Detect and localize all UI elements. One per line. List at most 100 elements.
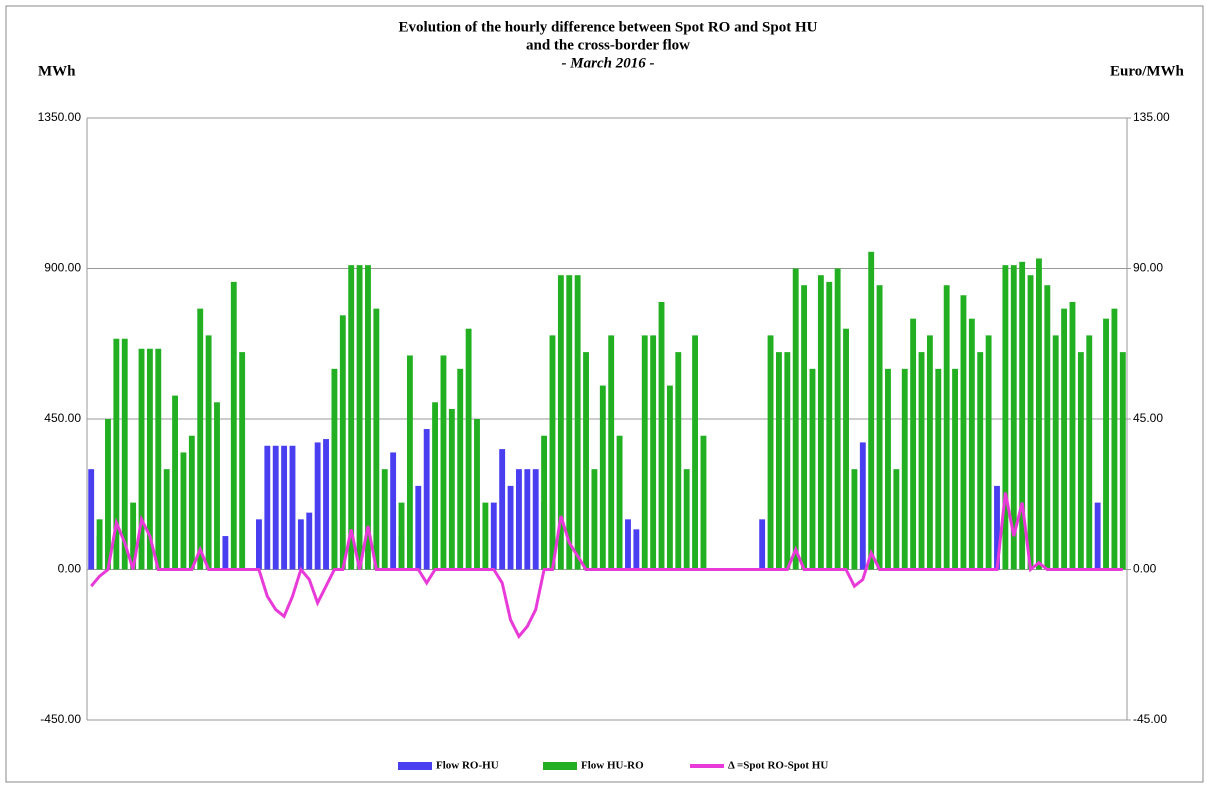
bar: [767, 335, 774, 570]
bar: [381, 469, 388, 570]
bar: [683, 469, 690, 570]
bar: [423, 429, 430, 570]
bar: [893, 469, 900, 570]
bar: [1094, 502, 1101, 570]
bar: [222, 536, 229, 570]
bar: [658, 301, 665, 570]
y-tick-label: 0.00: [58, 562, 82, 576]
bar: [625, 519, 631, 570]
y2-tick-label: 90.00: [1133, 261, 1163, 275]
bar: [834, 268, 841, 570]
bar: [566, 275, 573, 570]
bar: [96, 519, 103, 570]
bar: [1044, 285, 1051, 570]
bar: [776, 352, 782, 570]
bar: [843, 328, 849, 570]
bar: [155, 348, 162, 570]
bar: [608, 335, 615, 570]
bar: [817, 275, 824, 570]
bar: [926, 335, 933, 570]
y2-tick-label: 135.00: [1133, 110, 1170, 124]
bar: [373, 308, 380, 570]
bar: [356, 265, 363, 570]
bar: [1086, 335, 1093, 570]
bar: [826, 281, 833, 570]
bar: [1036, 258, 1042, 570]
bar: [1077, 352, 1084, 570]
bar: [1052, 335, 1059, 570]
bar: [390, 452, 397, 570]
bar: [230, 281, 237, 570]
bar: [910, 318, 917, 570]
bar: [180, 452, 187, 570]
bar: [331, 368, 338, 570]
bar: [264, 445, 271, 570]
bar: [365, 265, 371, 570]
bar: [985, 335, 992, 570]
bar: [524, 469, 531, 570]
bar: [557, 275, 564, 570]
bar: [1061, 308, 1068, 570]
bar: [1069, 301, 1076, 570]
bar: [650, 335, 657, 570]
bar: [918, 352, 925, 570]
bar: [205, 335, 212, 570]
bar: [868, 251, 875, 570]
y-axis-label: MWh: [38, 63, 76, 79]
bar: [1119, 352, 1126, 570]
y2-tick-label: 45.00: [1133, 411, 1163, 425]
bar: [256, 519, 262, 570]
bar: [1010, 265, 1017, 570]
bar: [314, 442, 321, 570]
bar: [121, 338, 128, 570]
bar: [901, 368, 908, 570]
legend-swatch: [543, 762, 577, 770]
bar: [348, 265, 355, 570]
y2-axis-label: Euro/MWh: [1110, 63, 1185, 79]
bar: [146, 348, 153, 570]
bar: [448, 408, 455, 570]
bar: [599, 385, 606, 570]
bar: [239, 352, 246, 570]
bar: [876, 285, 883, 570]
legend-label: Flow HU-RO: [581, 760, 644, 772]
bar: [339, 315, 346, 570]
bar: [574, 275, 581, 570]
bar: [281, 445, 288, 570]
bar: [583, 352, 589, 570]
bar: [859, 442, 866, 570]
bar: [490, 502, 497, 570]
bar: [138, 348, 145, 570]
bar: [88, 469, 95, 570]
bar: [113, 338, 120, 570]
bar: [616, 435, 623, 570]
bar: [935, 368, 942, 570]
bar: [297, 519, 304, 570]
bar: [692, 335, 698, 570]
bar: [188, 435, 195, 570]
y2-tick-label: 0.00: [1133, 562, 1157, 576]
bar: [474, 419, 480, 570]
bar: [440, 355, 447, 570]
bar: [398, 502, 405, 570]
bar: [482, 502, 489, 570]
bar: [801, 285, 808, 570]
y-tick-label: -450.00: [40, 712, 81, 726]
bar: [994, 485, 1000, 570]
bar: [700, 435, 707, 570]
bar: [172, 395, 178, 570]
bar: [406, 355, 413, 570]
legend-label: Flow RO-HU: [436, 760, 499, 772]
line: [90, 492, 1123, 640]
chart-subtitle: - March 2016 -: [562, 55, 655, 71]
bar: [272, 445, 279, 570]
bar: [1103, 318, 1109, 570]
bar: [323, 439, 329, 570]
bar: [516, 469, 522, 570]
bar: [432, 402, 438, 570]
bar: [851, 469, 858, 570]
bar: [1002, 265, 1009, 570]
y-tick-label: 1350.00: [38, 110, 82, 124]
bar: [968, 318, 975, 570]
chart-title: and the cross-border flow: [526, 37, 690, 53]
